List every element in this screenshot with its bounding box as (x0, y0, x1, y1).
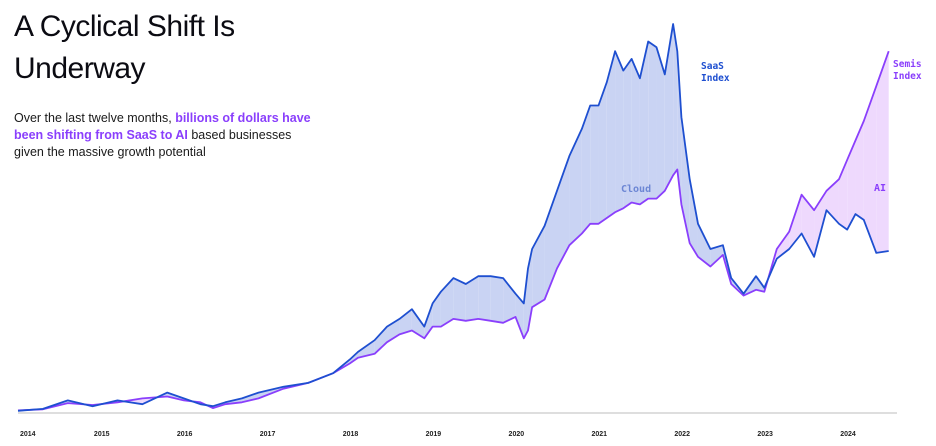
cloud-region-label: Cloud (621, 184, 651, 195)
semis-index-label: Semis Index (893, 59, 922, 82)
cloud-region-fill (503, 278, 516, 323)
x-tick-label: 2017 (260, 431, 276, 438)
page-subtitle: Over the last twelve months, billions of… (14, 110, 324, 161)
cloud-region-fill (710, 245, 723, 267)
cloud-region-fill (490, 276, 504, 323)
x-tick-label: 2024 (840, 431, 856, 438)
x-tick-label: 2015 (94, 431, 110, 438)
x-tick-label: 2018 (343, 431, 359, 438)
x-tick-label: 2020 (509, 431, 525, 438)
cloud-region-fill (357, 340, 375, 358)
x-tick-label: 2019 (426, 431, 442, 438)
cloud-region-fill (465, 276, 479, 321)
ai-region-fill (847, 140, 856, 230)
cloud-region-fill (689, 179, 698, 257)
ai-region-label: AI (874, 183, 886, 194)
cloud-region-fill (453, 278, 466, 321)
subtitle-highlight: billions of dollars have been shifting f… (14, 111, 311, 142)
x-tick-label: 2021 (591, 431, 607, 438)
cloud-region-fill (515, 293, 524, 339)
page-title: A Cyclical Shift Is Underway (14, 10, 235, 85)
saas-index-label-line1: SaaS (701, 61, 724, 72)
semis-index-line (17, 50, 890, 412)
cloud-region-fill (478, 276, 491, 321)
cloud-region-fill (606, 51, 616, 218)
cloud-region-fill (374, 326, 388, 354)
x-axis-ticks: 2014 2015 2016 2017 2018 2019 2020 2021 2022 2023… (20, 431, 856, 438)
cloud-region-fill (411, 309, 425, 339)
cloud-region-fill (639, 41, 649, 205)
ai-region-fill (863, 86, 877, 253)
cloud-region-fill (532, 225, 545, 308)
saas-index-label: SaaS Index (701, 61, 730, 84)
subtitle-lead: Over the last twelve months, (14, 111, 176, 125)
cloud-region-fill (569, 128, 582, 246)
subtitle-tail: based businesses given the massive growt… (14, 128, 292, 159)
ai-region-fill (814, 190, 827, 257)
cloud-region-fill (440, 278, 454, 327)
fill-layer (18, 24, 889, 411)
ai-region-fill (801, 194, 815, 257)
cloud-region-fill (590, 105, 599, 224)
cloud-region-fill (677, 51, 682, 205)
x-tick-label: 2023 (757, 431, 773, 438)
cloud-region-fill (697, 223, 711, 267)
cloud-region-fill (581, 105, 591, 234)
ai-region-fill (855, 121, 864, 220)
saas-index-line (17, 23, 889, 412)
ai-region-fill (876, 51, 889, 253)
ai-region-fill (776, 231, 790, 259)
ai-region-fill (789, 194, 802, 250)
x-tick-label: 2016 (177, 431, 193, 438)
cloud-region-fill (241, 392, 259, 403)
x-tick-label: 2022 (674, 431, 690, 438)
cloud-region-fill (648, 41, 657, 199)
cloud-region-fill (598, 82, 607, 224)
cloud-region-fill (623, 58, 632, 209)
ai-region-fill (838, 159, 848, 230)
cloud-region-fill (523, 268, 528, 339)
saas-index-label-line2: Index (701, 73, 730, 84)
semis-index-label-line1: Semis (893, 59, 922, 70)
cloud-region-fill (615, 51, 624, 213)
cloud-region-fill (399, 309, 412, 335)
x-tick-label: 2014 (20, 431, 36, 438)
cloud-region-fill (631, 58, 640, 205)
cloud-region-fill (673, 24, 678, 176)
semis-index-label-line2: Index (893, 71, 922, 82)
cloud-region-fill (656, 47, 665, 199)
line-layer (17, 23, 890, 412)
